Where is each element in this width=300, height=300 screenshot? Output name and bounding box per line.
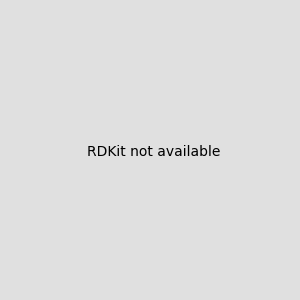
Text: RDKit not available: RDKit not available [87, 145, 220, 158]
